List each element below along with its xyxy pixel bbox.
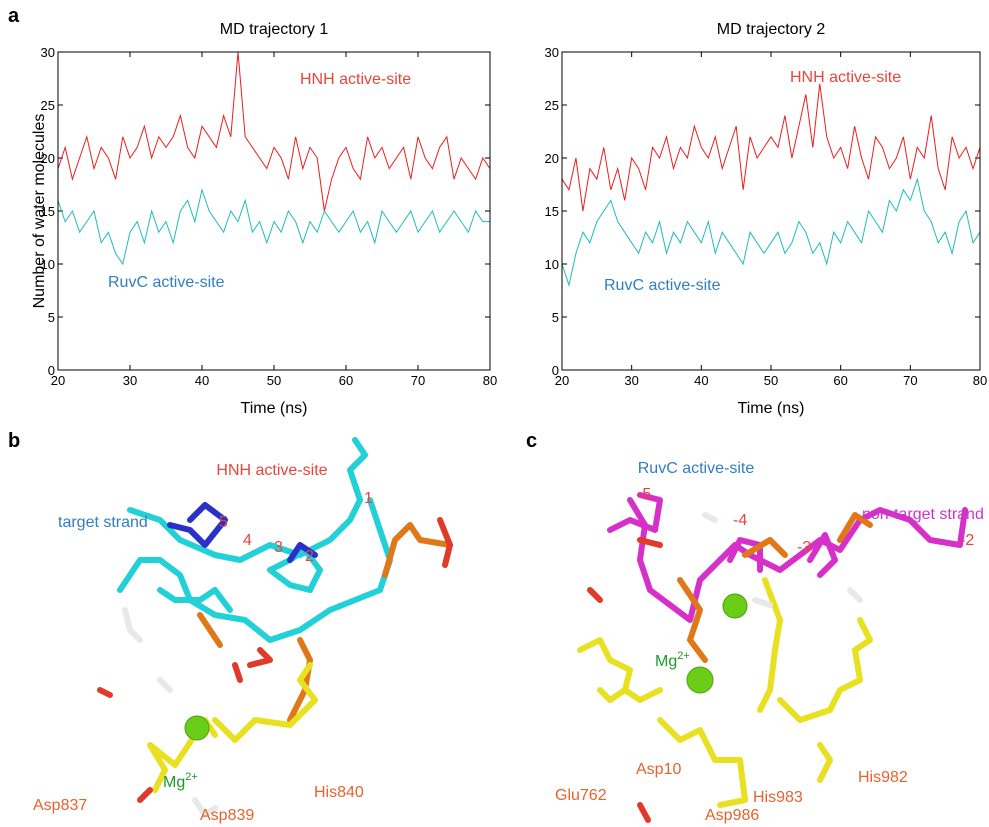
residue-label: His983 [753,789,803,806]
residue-label: Asp839 [200,807,254,824]
nucleotide-label: 2 [305,548,314,565]
data-line [58,52,490,211]
y-tick-label: 10 [41,257,55,272]
y-tick-label: 25 [545,98,559,113]
data-line [58,190,490,264]
series-label: RuvC active-site [604,277,721,294]
series-label: RuvC active-site [108,274,225,291]
panel-label: c [526,430,537,452]
nucleotide-label: -5 [637,486,651,503]
y-tick-label: 20 [41,151,55,166]
y-tick-label: 15 [41,204,55,219]
x-tick-label: 80 [973,373,987,388]
x-axis-label: Time (ns) [241,400,308,417]
y-tick-label: 25 [41,98,55,113]
nucleotide-label: 1 [364,490,373,507]
plot-frame [58,52,490,370]
x-tick-label: 40 [694,373,708,388]
nucleotide-label: -2 [960,532,974,549]
x-tick-label: 30 [624,373,638,388]
ion-label-base: Mg [655,653,677,670]
structure-title: RuvC active-site [638,460,755,477]
x-tick-label: 60 [339,373,353,388]
series-label: HNH active-site [790,69,901,86]
x-tick-label: 80 [483,373,497,388]
x-tick-label: 60 [833,373,847,388]
series-label: HNH active-site [300,71,411,88]
nucleotide-label: 4 [243,532,252,549]
y-tick-label: 15 [545,204,559,219]
nucleotide-label: 5 [219,514,228,531]
residue-label: Asp10 [636,761,681,778]
figure: a b c HNH active-site target strand 5 4 … [0,0,989,827]
x-tick-label: 70 [903,373,917,388]
y-tick-label: 10 [545,257,559,272]
x-tick-label: 50 [764,373,778,388]
x-tick-label: 70 [411,373,425,388]
strand-label: target strand [58,514,148,531]
strand-label: non-target strand [862,506,984,523]
ion-label-charge: 2+ [185,771,198,783]
residue-label: Asp837 [33,797,87,814]
structure-b [100,440,450,815]
chart-title: MD trajectory 2 [717,21,826,38]
nucleotide-label: 3 [274,539,283,556]
y-tick-label: 30 [545,45,559,60]
x-tick-label: 50 [267,373,281,388]
y-tick-label: 30 [41,45,55,60]
residue-label: His982 [858,769,908,786]
ion-label: Mg2+ [655,650,690,670]
panel-label: a [8,5,20,27]
residue-label: His840 [314,784,364,801]
x-axis-label: Time (ns) [738,400,805,417]
panel-label: b [8,430,20,452]
x-tick-label: 40 [195,373,209,388]
residue-label: Asp986 [705,807,759,824]
chart-title: MD trajectory 1 [220,21,329,38]
nucleotide-label: -3 [797,539,811,556]
y-tick-label: 20 [545,151,559,166]
ion-label-base: Mg [163,774,185,791]
structure-title: HNH active-site [216,462,327,479]
y-tick-label: 5 [552,310,559,325]
ion-label: Mg2+ [163,771,198,791]
data-line [562,84,980,211]
plot-frame [562,52,980,370]
data-line [562,179,980,285]
x-tick-label: 20 [555,373,569,388]
x-tick-label: 20 [51,373,65,388]
x-tick-label: 30 [123,373,137,388]
residue-label: Glu762 [555,787,607,804]
nucleotide-label: -4 [733,512,747,529]
ion-label-charge: 2+ [677,650,690,662]
y-tick-label: 5 [48,310,55,325]
